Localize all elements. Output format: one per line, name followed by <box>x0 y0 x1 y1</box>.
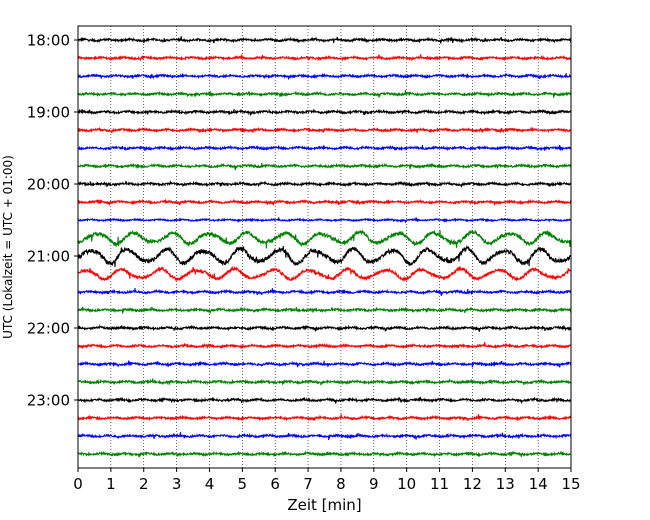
seismogram-trace-2215 <box>77 360 572 368</box>
y-tick-label: 23:00 <box>27 392 70 410</box>
x-tick-label: 0 <box>73 475 83 493</box>
x-axis-label: Zeit [min] <box>287 496 361 514</box>
seismogram-trace-2130 <box>77 306 572 314</box>
x-tick-label: 9 <box>369 475 379 493</box>
seismogram-trace-2115 <box>77 288 572 296</box>
seismogram-trace-2015 <box>77 217 572 224</box>
y-tick-label: 19:00 <box>27 104 70 122</box>
seismogram-trace-2000 <box>77 198 572 206</box>
y-tick-label: 21:00 <box>27 248 70 266</box>
y-axis-ticks: 18:00 19:00 20:00 21:00 22:00 23:00 <box>27 32 78 410</box>
x-tick-label: 3 <box>172 475 182 493</box>
seismogram-trace-1930 <box>77 162 572 171</box>
x-tick-label: 7 <box>303 475 313 493</box>
seismogram-trace-1915 <box>77 144 572 152</box>
seismogram-trace-2315 <box>77 432 572 440</box>
x-tick-label: 12 <box>463 475 482 493</box>
seismogram-trace-1900 <box>77 126 572 134</box>
seismogram-trace-2030 <box>77 229 572 249</box>
y-tick-label: 22:00 <box>27 320 70 338</box>
x-tick-label: 8 <box>336 475 346 493</box>
x-tick-label: 11 <box>430 475 449 493</box>
seismogram-trace-1815 <box>77 72 572 80</box>
seismogram-trace-2300 <box>77 414 572 422</box>
x-tick-label: 14 <box>529 475 548 493</box>
seismogram-trace-1745 <box>78 36 572 44</box>
seismogram-trace-1845 <box>77 108 572 116</box>
seismogram-trace-2200 <box>77 342 572 350</box>
seismogram-trace-2145 <box>77 323 572 332</box>
seismogram-trace-2045 <box>77 244 572 268</box>
y-tick-label: 18:00 <box>27 32 70 50</box>
seismogram-traces <box>77 36 572 458</box>
x-axis-ticks: 0 1 2 3 4 5 6 7 8 9 10 11 12 13 14 15 <box>73 468 581 493</box>
seismogram-trace-1945 <box>77 180 572 188</box>
x-tick-label: 15 <box>561 475 580 493</box>
x-tick-label: 1 <box>106 475 116 493</box>
seismogram-trace-1800 <box>77 54 572 62</box>
plot-frame <box>77 25 572 469</box>
seismogram-trace-2100 <box>77 265 571 283</box>
x-tick-label: 5 <box>238 475 248 493</box>
x-tick-label: 4 <box>205 475 215 493</box>
x-tick-label: 13 <box>496 475 515 493</box>
seismogram-trace-1830 <box>77 90 572 98</box>
x-tick-label: 2 <box>139 475 149 493</box>
y-axis-label: UTC (Lokalzeit = UTC + 01:00) <box>1 155 15 339</box>
y-tick-label: 20:00 <box>27 176 70 194</box>
seismogram-trace-2330 <box>77 450 572 458</box>
seismogram-trace-2245 <box>77 396 572 405</box>
x-tick-label: 10 <box>397 475 416 493</box>
x-tick-label: 6 <box>270 475 280 493</box>
seismogram-trace-2230 <box>77 378 572 386</box>
